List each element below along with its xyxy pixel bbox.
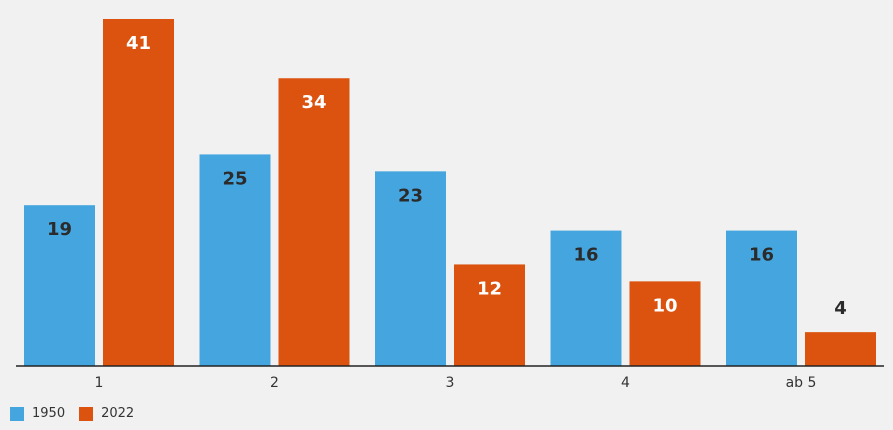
bar-1950-1: [24, 205, 95, 366]
x-tick-label-4: 4: [621, 375, 630, 391]
bar-2022-ab-5: [805, 332, 876, 366]
x-tick-label-ab-5: ab 5: [786, 375, 817, 391]
bar-1950-ab-5: [726, 230, 797, 366]
bar-1950-4: [550, 230, 622, 366]
data-label-1950-3: 23: [398, 185, 423, 206]
legend-label-1950: 1950: [32, 406, 66, 421]
legend-swatch-1950: [10, 406, 24, 421]
bar-2022-2: [278, 78, 350, 367]
data-label-2022-ab-5: 4: [834, 298, 847, 319]
data-label-1950-2: 25: [222, 168, 247, 189]
data-label-2022-3: 12: [477, 278, 502, 299]
data-label-2022-4: 10: [652, 295, 677, 316]
bar-1950-2: [199, 154, 271, 366]
bar-2022-1: [103, 19, 174, 366]
legend-swatch-2022: [79, 406, 94, 421]
bar-2022-4: [629, 281, 701, 366]
data-label-2022-1: 41: [126, 33, 151, 54]
bar-1950-3: [375, 171, 446, 366]
x-tick-label-1: 1: [95, 375, 104, 391]
legend-item-1950: 1950: [10, 406, 65, 421]
data-label-2022-2: 34: [301, 92, 326, 113]
bar-2022-3: [454, 264, 525, 366]
bar-chart: 19 41 1 25 34 2 23 12 3 16 10 4 16 4 ab 5: [16, 19, 884, 391]
data-label-1950-4: 16: [573, 245, 598, 266]
x-tick-label-2: 2: [270, 375, 279, 391]
legend-item-2022: 2022: [79, 406, 134, 421]
x-tick-label-3: 3: [446, 375, 455, 391]
legend-label-2022: 2022: [101, 406, 135, 421]
data-label-1950-ab-5: 16: [749, 245, 774, 266]
legend: 1950 2022: [10, 406, 148, 421]
data-label-1950-1: 19: [47, 219, 72, 240]
